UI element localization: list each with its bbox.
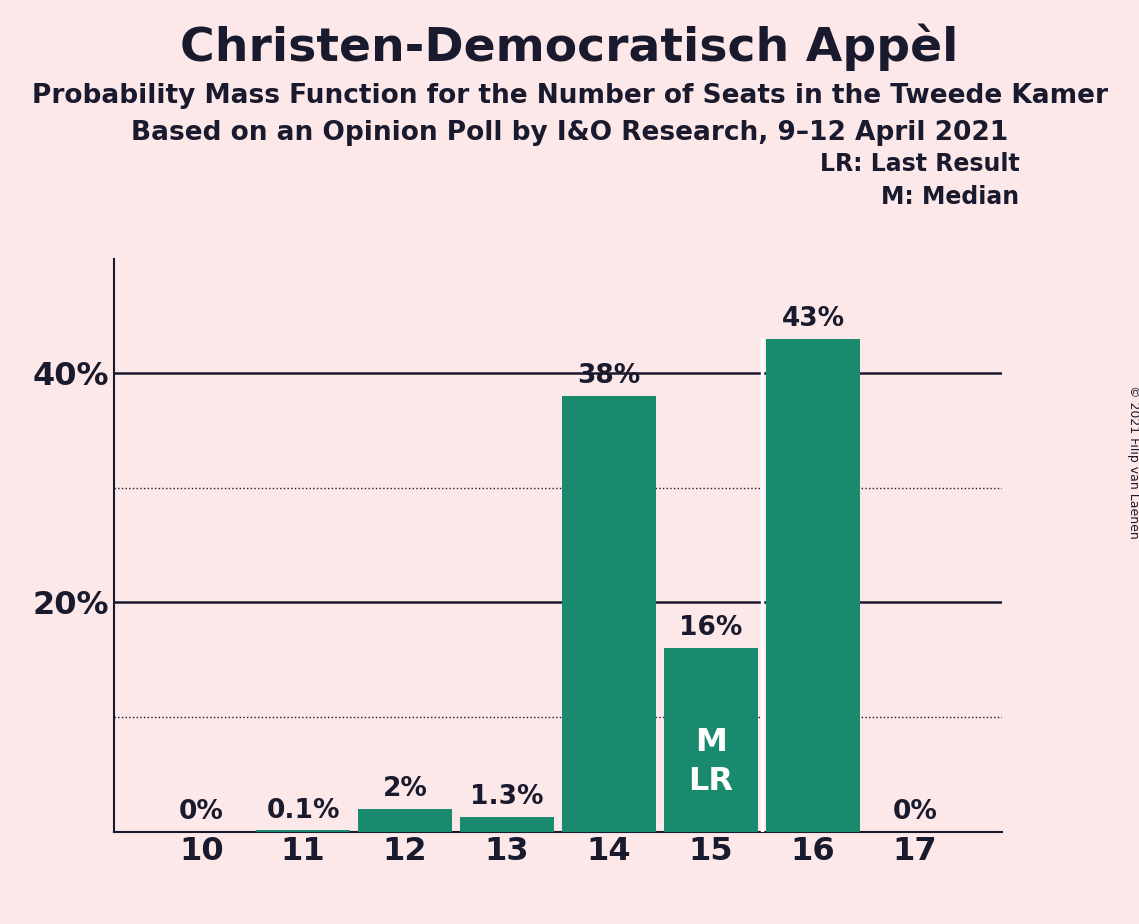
Text: Christen-Democratisch Appèl: Christen-Democratisch Appèl bbox=[180, 23, 959, 70]
Bar bbox=[664, 649, 757, 832]
Bar bbox=[460, 817, 554, 832]
Text: Based on an Opinion Poll by I&O Research, 9–12 April 2021: Based on an Opinion Poll by I&O Research… bbox=[131, 120, 1008, 146]
Text: 43%: 43% bbox=[781, 306, 845, 332]
Text: M: Median: M: Median bbox=[882, 185, 1019, 209]
Text: 16%: 16% bbox=[679, 615, 743, 641]
Text: LR: Last Result: LR: Last Result bbox=[820, 152, 1019, 176]
Text: 1.3%: 1.3% bbox=[470, 784, 543, 809]
Text: © 2021 Filip van Laenen: © 2021 Filip van Laenen bbox=[1126, 385, 1139, 539]
Bar bbox=[767, 339, 860, 832]
Text: M
LR: M LR bbox=[689, 727, 734, 796]
Text: Probability Mass Function for the Number of Seats in the Tweede Kamer: Probability Mass Function for the Number… bbox=[32, 83, 1107, 109]
Bar bbox=[359, 808, 452, 832]
Bar bbox=[563, 396, 656, 832]
Text: 0%: 0% bbox=[179, 798, 223, 825]
Bar bbox=[256, 831, 350, 832]
Text: 0%: 0% bbox=[893, 798, 937, 825]
Text: 38%: 38% bbox=[577, 363, 641, 389]
Text: 2%: 2% bbox=[383, 776, 427, 802]
Text: 0.1%: 0.1% bbox=[267, 797, 339, 823]
